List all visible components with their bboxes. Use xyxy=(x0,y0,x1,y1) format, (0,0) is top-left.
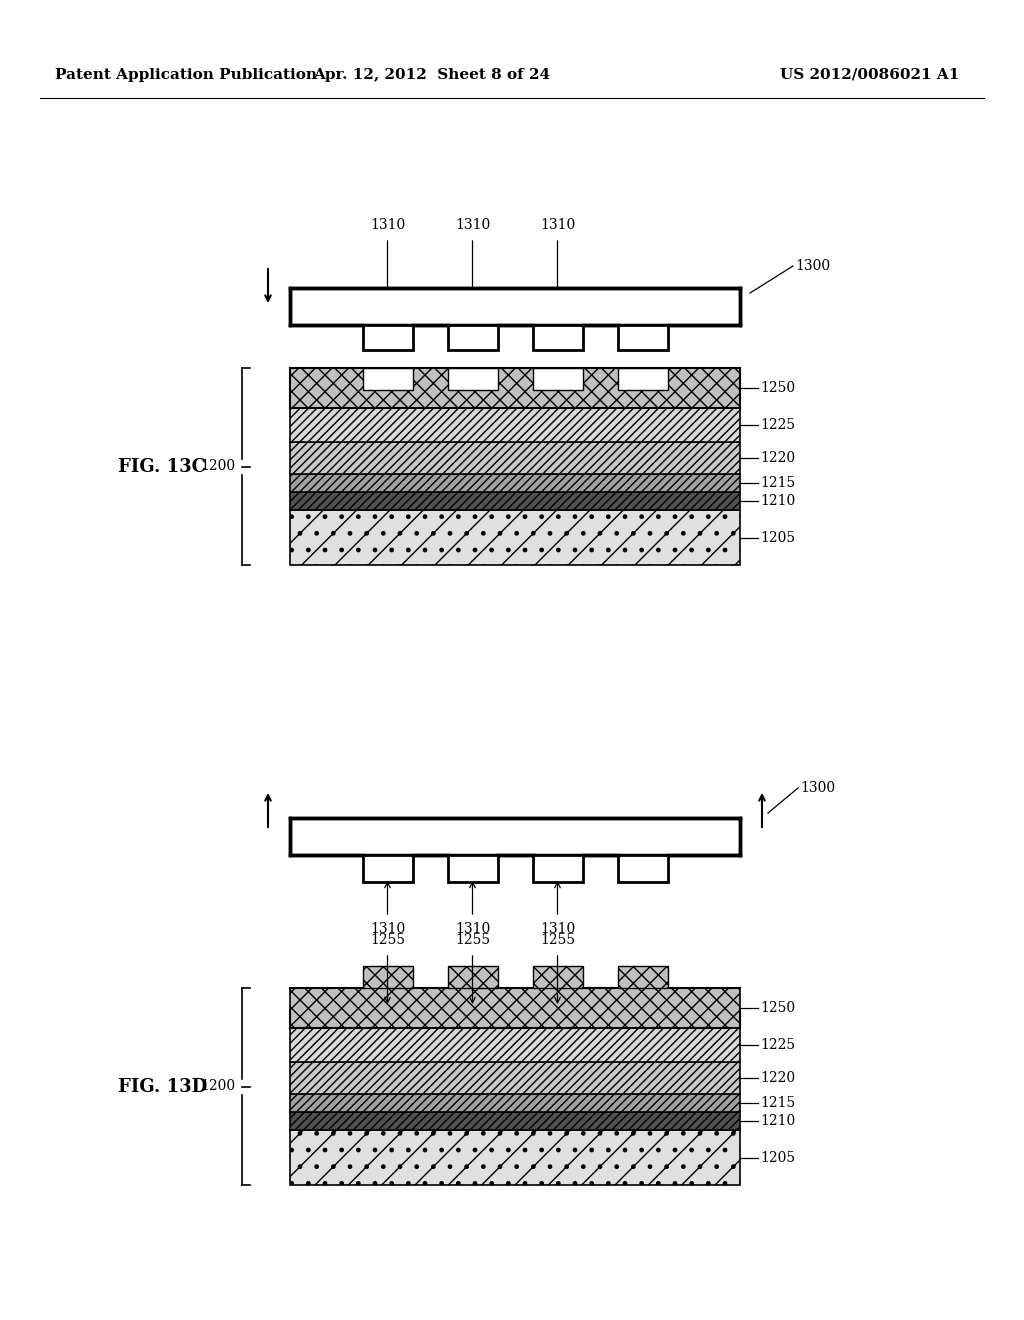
Text: 1255: 1255 xyxy=(370,933,406,946)
Text: 1300: 1300 xyxy=(800,781,836,795)
Text: 1210: 1210 xyxy=(760,1114,796,1129)
Text: 1225: 1225 xyxy=(760,1038,795,1052)
Text: 1310: 1310 xyxy=(455,218,490,232)
Bar xyxy=(362,855,413,882)
Bar xyxy=(290,442,740,474)
Bar xyxy=(290,474,740,492)
Bar xyxy=(290,987,740,1028)
Bar xyxy=(532,855,583,882)
Text: 1310: 1310 xyxy=(455,921,490,936)
Bar xyxy=(290,288,740,325)
Text: 1210: 1210 xyxy=(760,494,796,508)
Bar xyxy=(447,368,498,389)
Bar xyxy=(290,1063,740,1094)
Bar xyxy=(617,855,668,882)
Text: FIG. 13D: FIG. 13D xyxy=(118,1077,207,1096)
Bar xyxy=(362,368,413,389)
Bar xyxy=(290,408,740,442)
Text: 1215: 1215 xyxy=(760,1096,796,1110)
Bar xyxy=(532,966,583,987)
Text: 1310: 1310 xyxy=(540,218,575,232)
Text: 1310: 1310 xyxy=(370,218,406,232)
Bar xyxy=(617,966,668,987)
Text: FIG. 13C: FIG. 13C xyxy=(118,458,206,475)
Text: 1255: 1255 xyxy=(455,933,490,946)
Text: 1250: 1250 xyxy=(760,381,795,395)
Text: 1200: 1200 xyxy=(200,459,236,474)
Bar xyxy=(290,368,740,408)
Bar xyxy=(290,818,740,855)
Text: Patent Application Publication: Patent Application Publication xyxy=(55,69,317,82)
Text: 1225: 1225 xyxy=(760,418,795,432)
Text: US 2012/0086021 A1: US 2012/0086021 A1 xyxy=(780,69,959,82)
Text: 1250: 1250 xyxy=(760,1001,795,1015)
Bar xyxy=(290,1094,740,1111)
Bar xyxy=(290,1130,740,1185)
Bar xyxy=(362,325,413,350)
Text: 1205: 1205 xyxy=(760,1151,795,1164)
Bar xyxy=(447,966,498,987)
Bar xyxy=(617,325,668,350)
Bar xyxy=(447,855,498,882)
Text: 1310: 1310 xyxy=(540,921,575,936)
Text: 1200: 1200 xyxy=(200,1080,236,1093)
Bar xyxy=(447,325,498,350)
Text: Apr. 12, 2012  Sheet 8 of 24: Apr. 12, 2012 Sheet 8 of 24 xyxy=(313,69,551,82)
Text: 1310: 1310 xyxy=(370,921,406,936)
Bar xyxy=(617,368,668,389)
Text: 1205: 1205 xyxy=(760,531,795,544)
Bar xyxy=(532,325,583,350)
Bar xyxy=(362,966,413,987)
Text: 1220: 1220 xyxy=(760,451,795,465)
Text: 1300: 1300 xyxy=(795,259,830,273)
Bar xyxy=(290,1028,740,1063)
Bar xyxy=(290,492,740,510)
Text: 1215: 1215 xyxy=(760,477,796,490)
Bar xyxy=(290,1111,740,1130)
Bar xyxy=(532,368,583,389)
Text: 1220: 1220 xyxy=(760,1071,795,1085)
Text: 1255: 1255 xyxy=(540,933,575,946)
Bar xyxy=(290,510,740,565)
